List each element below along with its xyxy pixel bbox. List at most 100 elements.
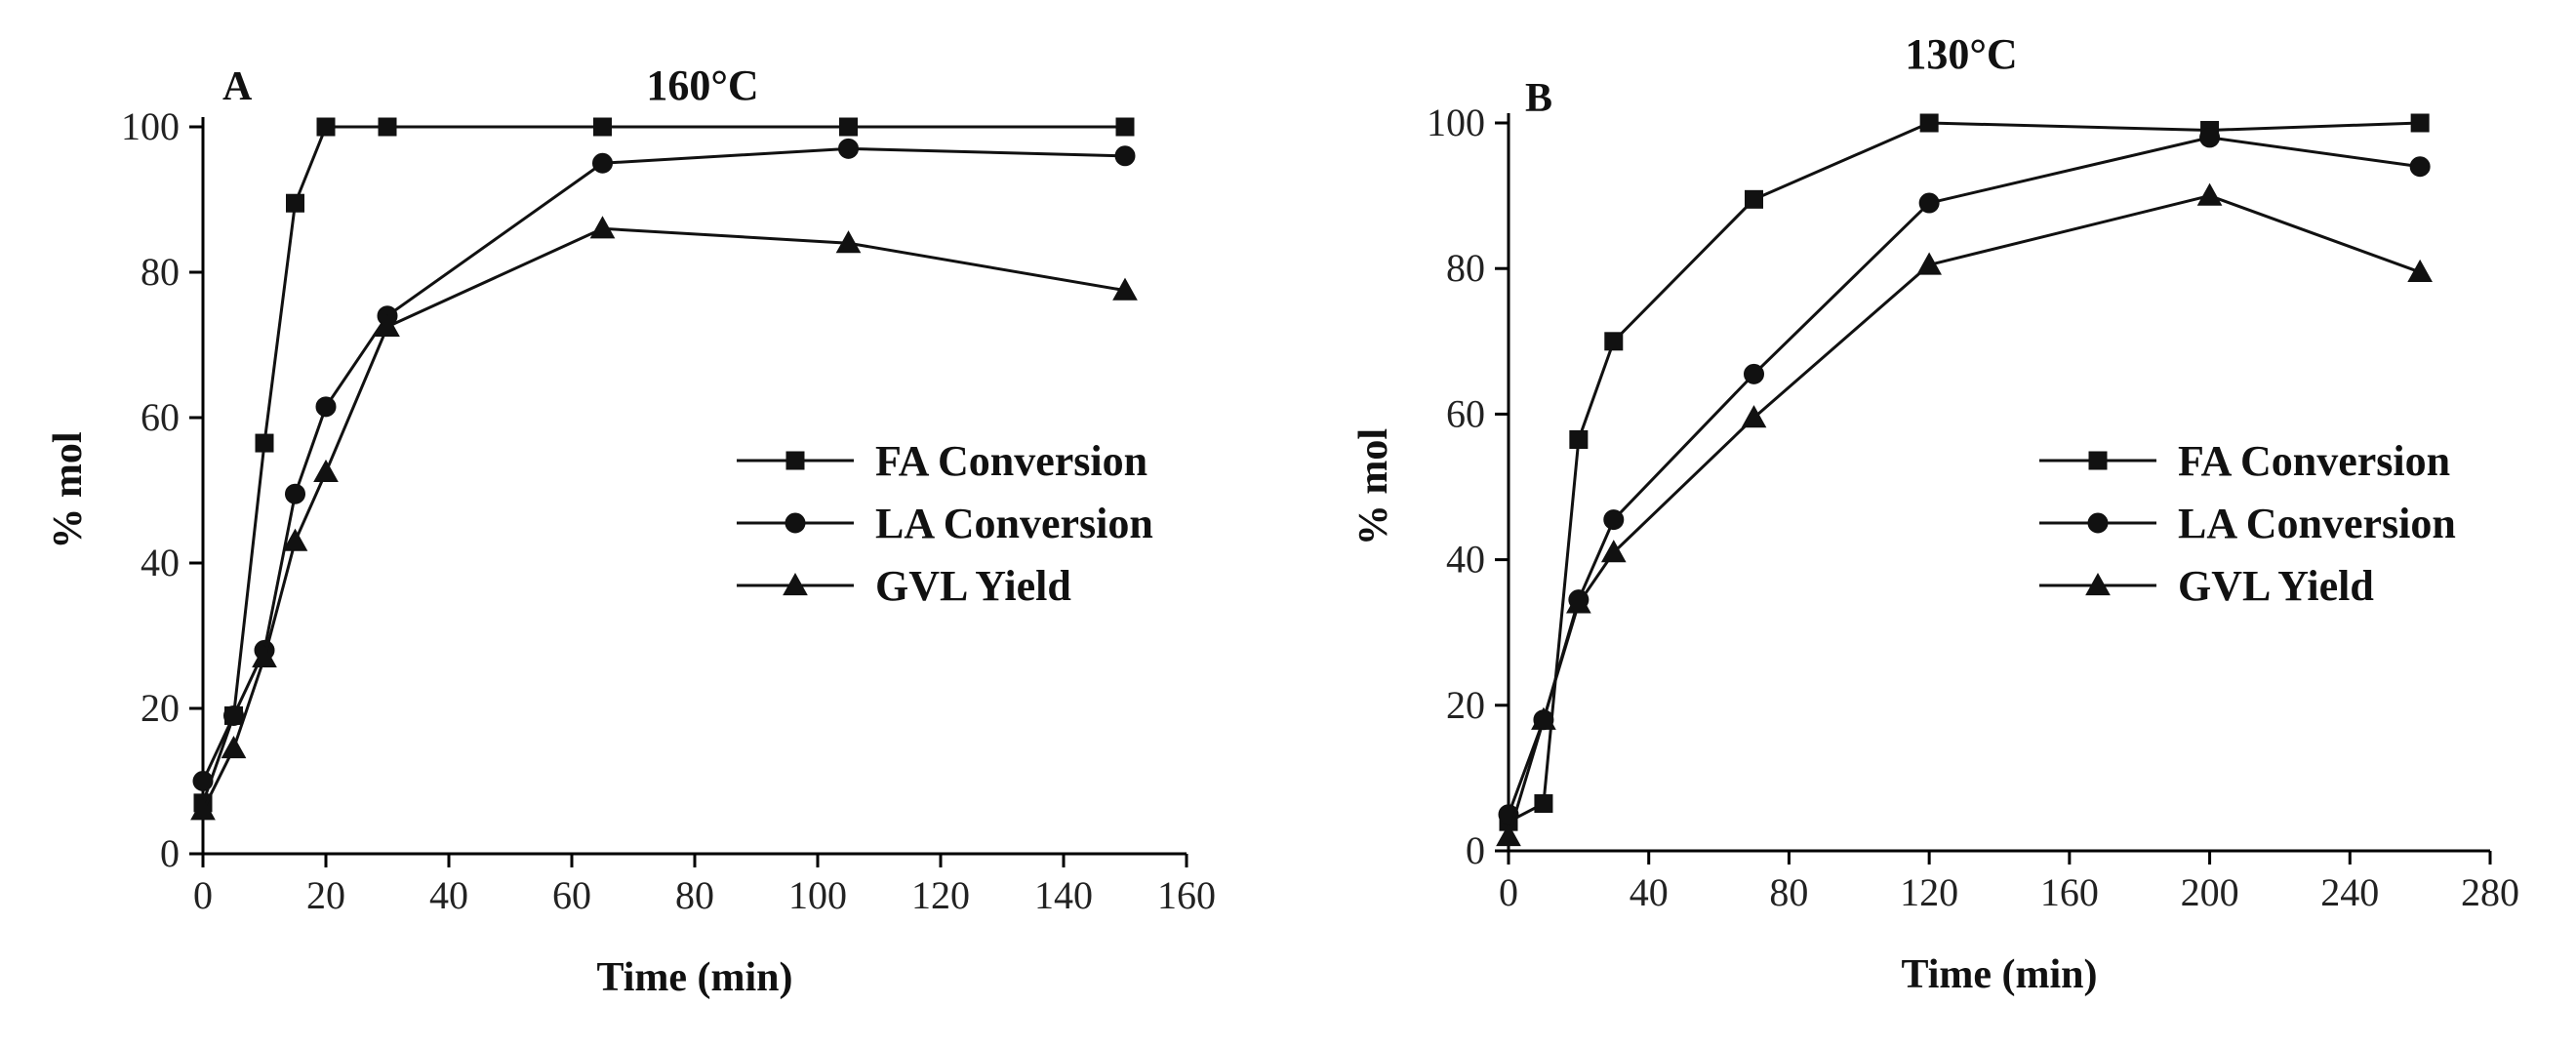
legend-label: LA Conversion bbox=[875, 500, 1153, 547]
y-tick-label: 80 bbox=[1446, 246, 1485, 290]
data-point bbox=[190, 797, 216, 821]
x-tick-label: 160 bbox=[2040, 870, 2099, 914]
data-point bbox=[1566, 590, 1591, 614]
x-axis-title: Time (min) bbox=[1901, 952, 2097, 997]
y-tick-label: 80 bbox=[141, 250, 180, 294]
x-tick-label: 60 bbox=[552, 873, 591, 917]
legend-label: GVL Yield bbox=[2178, 562, 2374, 610]
x-tick-label: 80 bbox=[1769, 870, 1808, 914]
data-point bbox=[286, 193, 304, 213]
panel-letter: B bbox=[1525, 76, 1552, 121]
x-tick-label: 80 bbox=[675, 873, 714, 917]
data-point bbox=[316, 117, 336, 137]
data-point bbox=[1114, 145, 1136, 167]
series-gvl-yield bbox=[190, 216, 1138, 821]
y-tick-label: 40 bbox=[1446, 538, 1485, 582]
legend-label: FA Conversion bbox=[2178, 437, 2450, 485]
x-tick-label: 40 bbox=[429, 873, 468, 917]
x-tick-label: 160 bbox=[1157, 873, 1216, 917]
data-point bbox=[2199, 127, 2221, 148]
data-point bbox=[221, 735, 247, 759]
data-point bbox=[593, 117, 612, 137]
x-tick-label: 240 bbox=[2320, 870, 2379, 914]
data-point bbox=[592, 152, 613, 174]
y-tick-label: 0 bbox=[160, 831, 180, 875]
y-tick-label: 20 bbox=[1446, 683, 1485, 727]
data-point bbox=[1531, 706, 1556, 730]
x-tick-label: 200 bbox=[2181, 870, 2239, 914]
y-tick-label: 20 bbox=[141, 686, 180, 730]
data-point bbox=[2407, 259, 2433, 283]
y-tick-label: 100 bbox=[121, 104, 180, 148]
data-point bbox=[223, 704, 244, 726]
data-point bbox=[1112, 277, 1138, 301]
data-point bbox=[1918, 192, 1940, 214]
y-tick-label: 60 bbox=[1446, 391, 1485, 435]
data-point bbox=[1603, 509, 1625, 531]
data-point bbox=[1600, 540, 1627, 563]
legend-marker bbox=[785, 512, 806, 534]
data-point bbox=[1569, 430, 1589, 450]
data-point bbox=[1745, 189, 1763, 209]
data-point bbox=[315, 396, 337, 418]
x-tick-label: 120 bbox=[1900, 870, 1958, 914]
legend-label: LA Conversion bbox=[2178, 500, 2456, 547]
data-point bbox=[589, 216, 616, 239]
data-point bbox=[1534, 794, 1553, 814]
panel-title: 160°C bbox=[646, 61, 758, 109]
x-tick-label: 40 bbox=[1630, 870, 1669, 914]
data-point bbox=[1741, 405, 1767, 428]
legend-marker bbox=[2088, 451, 2108, 470]
y-tick-label: 100 bbox=[1427, 101, 1485, 144]
x-tick-label: 120 bbox=[911, 873, 970, 917]
series-la-conversion bbox=[192, 138, 1136, 791]
y-tick-label: 40 bbox=[141, 541, 180, 584]
data-point bbox=[378, 117, 397, 137]
data-point bbox=[282, 528, 308, 551]
data-point bbox=[285, 483, 305, 504]
x-tick-label: 280 bbox=[2461, 870, 2519, 914]
panel-letter: A bbox=[222, 64, 253, 109]
series-gvl-yield bbox=[1496, 182, 2433, 847]
panel-a: 0 20 40 60 80 100 120 140 160 0 20 40 60 80 100 Time (m… bbox=[46, 61, 1216, 1000]
data-point bbox=[375, 313, 400, 337]
legend-marker bbox=[2087, 512, 2109, 534]
data-point bbox=[839, 117, 858, 137]
data-point bbox=[252, 644, 277, 667]
data-point bbox=[1919, 113, 1939, 133]
data-point bbox=[1744, 363, 1764, 384]
x-tick-label: 20 bbox=[306, 873, 345, 917]
data-point bbox=[2410, 113, 2430, 133]
x-tick-label: 0 bbox=[1499, 870, 1518, 914]
y-axis-title: % mol bbox=[1351, 428, 1396, 545]
data-point bbox=[192, 771, 214, 791]
data-point bbox=[1916, 252, 1942, 275]
panel-title: 130°C bbox=[1905, 30, 2017, 78]
data-point bbox=[1115, 117, 1135, 137]
y-axis-title: % mol bbox=[46, 431, 91, 548]
data-point bbox=[313, 459, 339, 482]
series-line bbox=[1507, 194, 2421, 837]
data-point bbox=[2196, 182, 2223, 206]
legend-label: GVL Yield bbox=[875, 562, 1071, 610]
data-point bbox=[1496, 824, 1521, 847]
legend-marker bbox=[785, 451, 805, 470]
legend-marker bbox=[2085, 572, 2111, 596]
y-tick-label: 0 bbox=[1466, 828, 1485, 872]
data-point bbox=[1604, 332, 1624, 351]
data-point bbox=[835, 230, 862, 254]
x-axis-title: Time (min) bbox=[596, 955, 792, 1000]
legend-label: FA Conversion bbox=[875, 437, 1147, 485]
data-point bbox=[838, 138, 859, 159]
data-point bbox=[255, 433, 274, 453]
data-point bbox=[2409, 156, 2431, 178]
legend-marker bbox=[783, 572, 808, 596]
x-tick-label: 0 bbox=[193, 873, 213, 917]
panel-b: 0 40 80 120 160 200 240 280 0 20 40 60 80 100 Time (mi… bbox=[1351, 30, 2519, 997]
series-line bbox=[1508, 121, 2421, 824]
x-tick-label: 100 bbox=[788, 873, 847, 917]
x-tick-label: 140 bbox=[1034, 873, 1093, 917]
y-tick-label: 60 bbox=[141, 395, 180, 439]
